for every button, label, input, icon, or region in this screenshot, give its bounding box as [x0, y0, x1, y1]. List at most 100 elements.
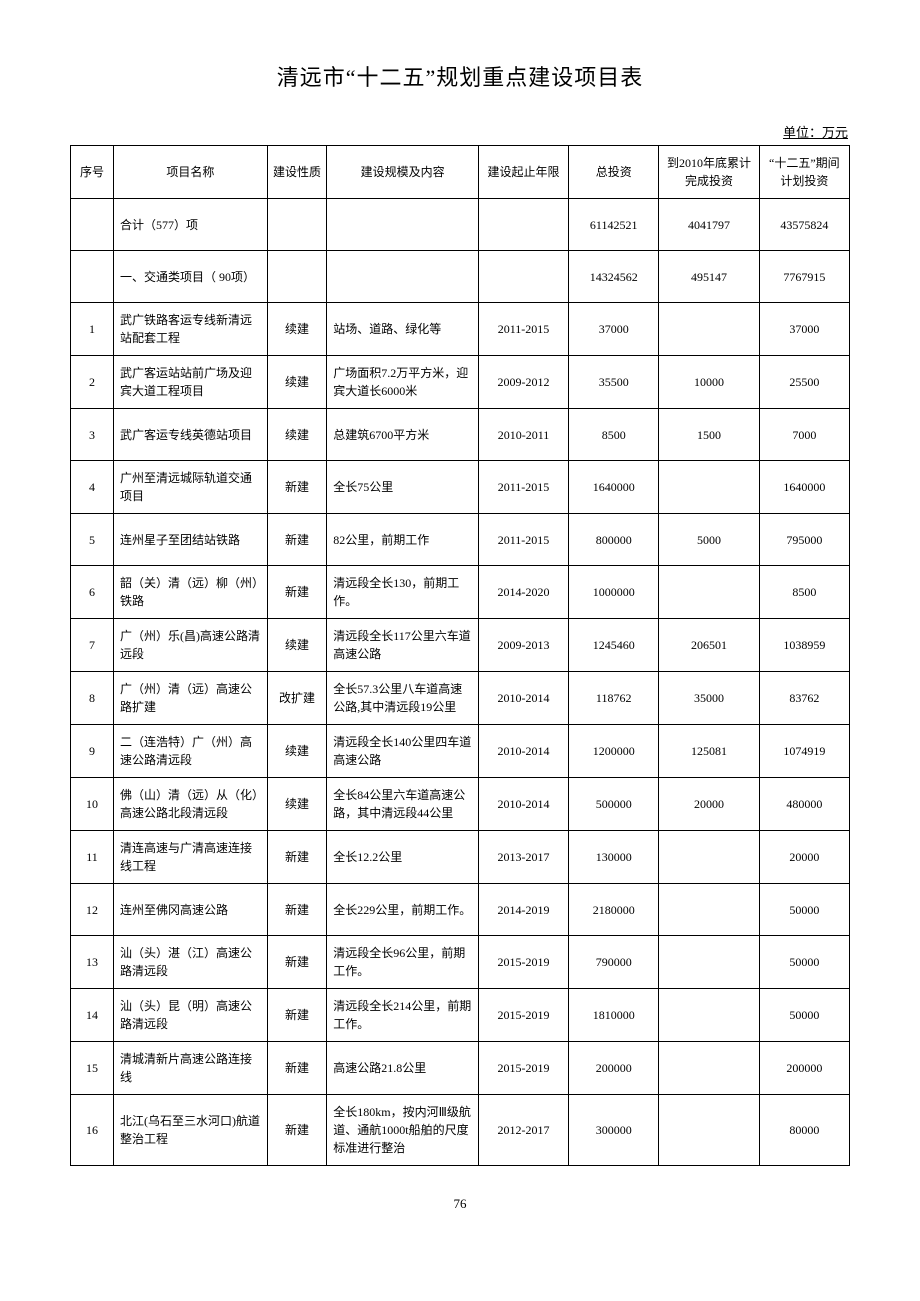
cell-nature: 改扩建 — [267, 672, 326, 725]
cell-name: 一、交通类项目（ 90项） — [114, 251, 268, 303]
cell-completed — [659, 1042, 759, 1095]
cell-scale: 清远段全长130，前期工作。 — [327, 566, 479, 619]
cell-completed — [659, 1095, 759, 1166]
table-row: 10佛（山）清（远）从（化）高速公路北段清远段续建全长84公里六车道高速公路，其… — [71, 778, 850, 831]
cell-plan: 7000 — [759, 409, 849, 461]
cell-plan: 480000 — [759, 778, 849, 831]
cell-plan: 80000 — [759, 1095, 849, 1166]
cell-seq: 5 — [71, 514, 114, 566]
cell-scale: 清远段全长214公里，前期工作。 — [327, 989, 479, 1042]
cell-seq: 14 — [71, 989, 114, 1042]
cell-period: 2009-2012 — [478, 356, 568, 409]
cell-period: 2015-2019 — [478, 1042, 568, 1095]
col-header-plan: “十二五”期间计划投资 — [759, 146, 849, 199]
cell-total: 500000 — [569, 778, 659, 831]
cell-name: 韶（关）清（远）柳（州）铁路 — [114, 566, 268, 619]
cell-plan: 43575824 — [759, 199, 849, 251]
cell-completed — [659, 884, 759, 936]
cell-nature: 新建 — [267, 461, 326, 514]
table-row: 13汕（头）湛（江）高速公路清远段新建清远段全长96公里，前期工作。2015-2… — [71, 936, 850, 989]
cell-scale: 82公里，前期工作 — [327, 514, 479, 566]
cell-completed: 1500 — [659, 409, 759, 461]
cell-period: 2012-2017 — [478, 1095, 568, 1166]
document-title: 清远市“十二五”规划重点建设项目表 — [70, 60, 850, 92]
cell-total: 300000 — [569, 1095, 659, 1166]
cell-period: 2014-2020 — [478, 566, 568, 619]
cell-completed — [659, 989, 759, 1042]
cell-completed — [659, 303, 759, 356]
page-number: 76 — [70, 1196, 850, 1212]
cell-plan: 8500 — [759, 566, 849, 619]
cell-nature: 新建 — [267, 936, 326, 989]
cell-nature: 续建 — [267, 619, 326, 672]
cell-period: 2015-2019 — [478, 936, 568, 989]
cell-nature: 新建 — [267, 566, 326, 619]
cell-seq: 10 — [71, 778, 114, 831]
cell-seq — [71, 251, 114, 303]
col-header-nature: 建设性质 — [267, 146, 326, 199]
cell-period: 2011-2015 — [478, 461, 568, 514]
cell-completed: 35000 — [659, 672, 759, 725]
cell-scale: 广场面积7.2万平方米，迎宾大道长6000米 — [327, 356, 479, 409]
table-row: 15清城清新片高速公路连接线新建高速公路21.8公里2015-201920000… — [71, 1042, 850, 1095]
table-row: 4广州至清远城际轨道交通项目新建全长75公里2011-2015164000016… — [71, 461, 850, 514]
cell-seq — [71, 199, 114, 251]
table-row: 16北江(乌石至三水河口)航道整治工程新建全长180km，按内河Ⅲ级航道、通航1… — [71, 1095, 850, 1166]
cell-name: 连州至佛冈高速公路 — [114, 884, 268, 936]
cell-period: 2011-2015 — [478, 514, 568, 566]
cell-nature: 续建 — [267, 303, 326, 356]
col-header-completed: 到2010年底累计完成投资 — [659, 146, 759, 199]
cell-name: 北江(乌石至三水河口)航道整治工程 — [114, 1095, 268, 1166]
table-row: 1武广铁路客运专线新清远站配套工程续建站场、道路、绿化等2011-2015370… — [71, 303, 850, 356]
table-row: 一、交通类项目（ 90项）143245624951477767915 — [71, 251, 850, 303]
cell-completed — [659, 461, 759, 514]
cell-total: 37000 — [569, 303, 659, 356]
cell-completed: 5000 — [659, 514, 759, 566]
cell-plan: 50000 — [759, 989, 849, 1042]
cell-scale: 清远段全长117公里六车道高速公路 — [327, 619, 479, 672]
table-row: 3武广客运专线英德站项目续建总建筑6700平方米2010-20118500150… — [71, 409, 850, 461]
cell-plan: 1640000 — [759, 461, 849, 514]
cell-name: 武广客运专线英德站项目 — [114, 409, 268, 461]
cell-scale: 全长57.3公里八车道高速公路,其中清远段19公里 — [327, 672, 479, 725]
cell-nature: 新建 — [267, 1042, 326, 1095]
cell-name: 广（州）乐(昌)高速公路清远段 — [114, 619, 268, 672]
cell-nature: 新建 — [267, 884, 326, 936]
cell-nature — [267, 199, 326, 251]
cell-nature: 新建 — [267, 989, 326, 1042]
cell-period: 2011-2015 — [478, 303, 568, 356]
cell-seq: 4 — [71, 461, 114, 514]
cell-seq: 12 — [71, 884, 114, 936]
cell-total: 118762 — [569, 672, 659, 725]
cell-nature: 新建 — [267, 831, 326, 884]
col-header-scale: 建设规模及内容 — [327, 146, 479, 199]
cell-seq: 7 — [71, 619, 114, 672]
col-header-name: 项目名称 — [114, 146, 268, 199]
cell-scale: 清远段全长96公里，前期工作。 — [327, 936, 479, 989]
cell-total: 1810000 — [569, 989, 659, 1042]
cell-name: 广州至清远城际轨道交通项目 — [114, 461, 268, 514]
cell-nature: 续建 — [267, 409, 326, 461]
cell-name: 武广客运站站前广场及迎宾大道工程项目 — [114, 356, 268, 409]
cell-total: 1640000 — [569, 461, 659, 514]
cell-seq: 8 — [71, 672, 114, 725]
cell-completed — [659, 566, 759, 619]
table-row: 11清连高速与广清高速连接线工程新建全长12.2公里2013-201713000… — [71, 831, 850, 884]
cell-total: 35500 — [569, 356, 659, 409]
table-row: 12连州至佛冈高速公路新建全长229公里，前期工作。2014-201921800… — [71, 884, 850, 936]
cell-period: 2010-2014 — [478, 725, 568, 778]
cell-name: 连州星子至团结站铁路 — [114, 514, 268, 566]
cell-plan: 20000 — [759, 831, 849, 884]
col-header-total: 总投资 — [569, 146, 659, 199]
cell-plan: 25500 — [759, 356, 849, 409]
cell-seq: 15 — [71, 1042, 114, 1095]
table-row: 8广（州）清（远）高速公路扩建改扩建全长57.3公里八车道高速公路,其中清远段1… — [71, 672, 850, 725]
cell-name: 汕（头）昆（明）高速公路清远段 — [114, 989, 268, 1042]
cell-period — [478, 251, 568, 303]
cell-completed: 10000 — [659, 356, 759, 409]
cell-seq: 16 — [71, 1095, 114, 1166]
cell-name: 汕（头）湛（江）高速公路清远段 — [114, 936, 268, 989]
cell-total: 61142521 — [569, 199, 659, 251]
cell-name: 清连高速与广清高速连接线工程 — [114, 831, 268, 884]
cell-scale: 总建筑6700平方米 — [327, 409, 479, 461]
